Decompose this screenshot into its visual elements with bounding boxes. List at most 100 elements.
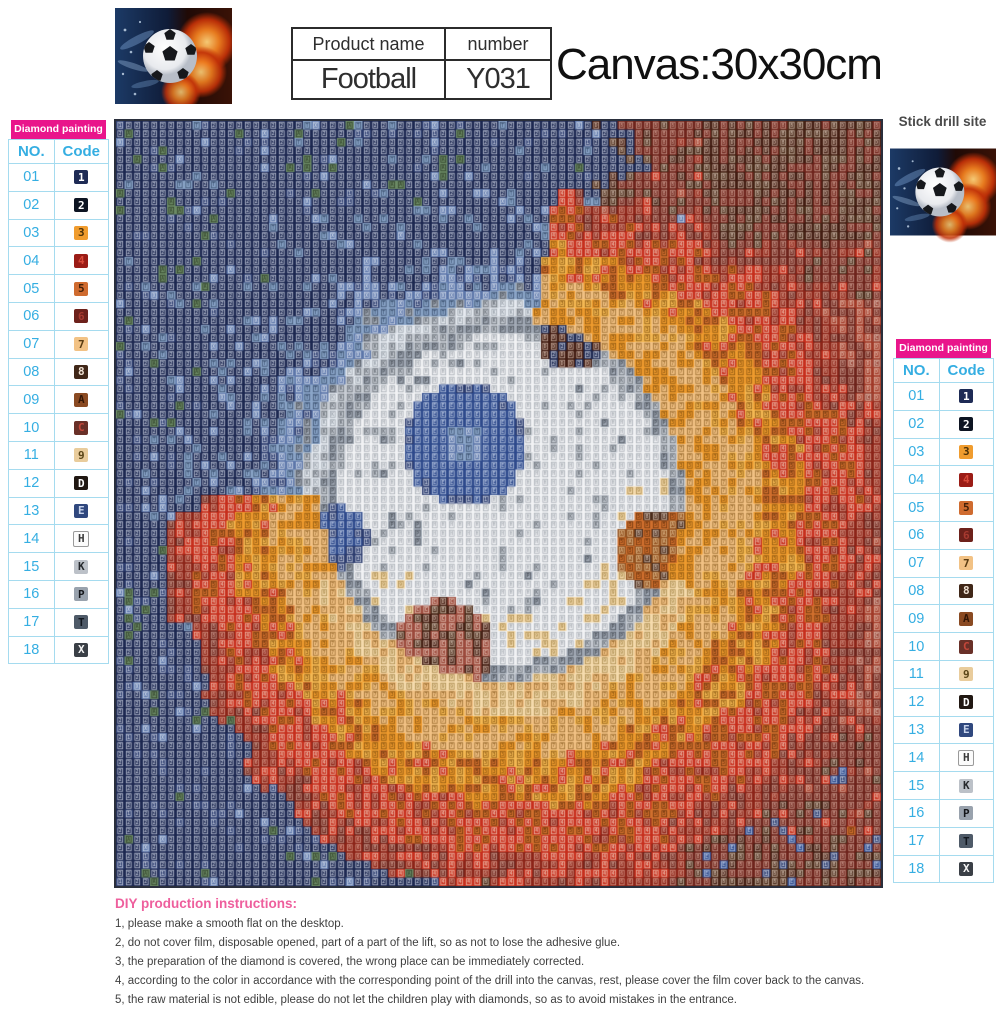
color-code-chip: 8 <box>74 364 89 379</box>
legend-row-code: 9 <box>940 661 993 688</box>
instruction-line: 1, please make a smooth flat on the desk… <box>115 918 344 930</box>
color-legend-right: Diamond painting NO. Code 01 1 02 2 03 3 04 4 05 5 06… <box>893 339 994 884</box>
legend-row-code: 7 <box>55 331 108 358</box>
legend-row-number: 17 <box>9 608 55 636</box>
color-code-chip: 2 <box>959 417 974 432</box>
legend-row: 15 K <box>9 553 108 581</box>
legend-row: 03 3 <box>894 438 993 467</box>
legend-title: Diamond painting <box>11 120 106 139</box>
legend-row-code: P <box>940 800 993 827</box>
legend-row: 05 5 <box>9 275 108 303</box>
legend-row-number: 09 <box>9 386 55 414</box>
legend-row-code: 8 <box>940 578 993 605</box>
legend-row: 15 K <box>894 772 993 800</box>
legend-row-number: 04 <box>894 466 940 494</box>
diy-instructions-title: DIY production instructions: <box>115 896 297 911</box>
legend-row-number: 02 <box>9 191 55 219</box>
legend-row-code: K <box>940 772 993 799</box>
legend-row-code: 6 <box>55 303 108 330</box>
legend-row-number: 09 <box>894 605 940 633</box>
color-legend-left: Diamond painting NO. Code 01 1 02 2 03 3 04 4 05 5 06… <box>8 120 109 665</box>
legend-no-header: NO. <box>894 359 940 382</box>
color-code-chip: 6 <box>959 528 974 543</box>
color-code-chip: 2 <box>74 198 89 213</box>
legend-row-number: 06 <box>894 521 940 549</box>
color-code-chip: 3 <box>959 444 974 459</box>
color-code-chip: 3 <box>74 225 89 240</box>
legend-row-number: 15 <box>9 553 55 580</box>
legend-row: 13 E <box>894 716 993 745</box>
legend-row-code: H <box>55 525 108 552</box>
product-name-value: Football <box>291 59 446 100</box>
legend-row: 04 4 <box>9 247 108 276</box>
legend-row: 14 H <box>894 744 993 773</box>
legend-row-code: 9 <box>55 442 108 469</box>
color-code-chip: H <box>958 749 975 766</box>
diy-instructions: DIY production instructions: 1, please m… <box>115 896 905 1010</box>
legend-row-number: 06 <box>9 302 55 330</box>
legend-row-code: 6 <box>940 522 993 549</box>
legend-row-code: P <box>55 581 108 608</box>
color-code-chip: T <box>959 834 974 849</box>
legend-row-code: A <box>940 605 993 632</box>
legend-row-code: E <box>940 717 993 744</box>
color-code-chip: 9 <box>959 667 974 682</box>
color-code-chip: 8 <box>959 583 974 598</box>
legend-no-header: NO. <box>9 140 55 163</box>
legend-row: 04 4 <box>894 466 993 495</box>
legend-row: 17 T <box>9 608 108 637</box>
legend-row-code: K <box>55 553 108 580</box>
legend-row: 06 6 <box>9 302 108 331</box>
legend-row-code: C <box>55 414 108 441</box>
color-code-chip: C <box>74 420 89 435</box>
legend-row: 18 X <box>894 855 993 884</box>
color-code-chip: H <box>73 530 90 547</box>
instruction-line: 2, do not cover film, disposable opened,… <box>115 937 621 949</box>
legend-header-row: NO. Code <box>9 140 108 164</box>
legend-row: 09 A <box>9 386 108 415</box>
legend-row-code: 2 <box>55 192 108 219</box>
legend-row: 17 T <box>894 827 993 856</box>
legend-row-code: 5 <box>940 494 993 521</box>
color-code-chip: P <box>74 587 89 602</box>
legend-row-number: 15 <box>894 772 940 799</box>
legend-row: 12 D <box>9 469 108 498</box>
legend-row-code: 8 <box>55 359 108 386</box>
product-number-header: number <box>444 27 552 61</box>
legend-row-code: D <box>55 470 108 497</box>
legend-row: 01 1 <box>9 164 108 192</box>
legend-header-row: NO. Code <box>894 359 993 383</box>
legend-row-number: 05 <box>894 494 940 521</box>
color-code-chip: X <box>74 642 89 657</box>
legend-row-number: 07 <box>9 330 55 358</box>
legend-row: 03 3 <box>9 219 108 248</box>
legend-title: Diamond painting <box>896 339 991 358</box>
legend-row-number: 03 <box>894 438 940 466</box>
legend-row-number: 18 <box>9 636 55 664</box>
legend-row: 08 8 <box>894 577 993 606</box>
diy-instructions-list: 1, please make a smooth flat on the desk… <box>115 915 905 1010</box>
legend-row-number: 01 <box>9 164 55 191</box>
legend-row: 07 7 <box>894 549 993 578</box>
legend-row-code: 5 <box>55 275 108 302</box>
instruction-line: 4, according to the color in accordance … <box>115 975 865 987</box>
legend-row: 06 6 <box>894 521 993 550</box>
legend-row: 11 9 <box>9 441 108 470</box>
legend-row-number: 17 <box>894 827 940 855</box>
stick-drill-site-label: Stick drill site <box>898 114 987 129</box>
color-code-chip: 6 <box>74 309 89 324</box>
color-code-chip: 7 <box>74 337 89 352</box>
color-code-chip: 1 <box>959 389 974 404</box>
legend-row: 16 P <box>9 580 108 609</box>
color-code-chip: A <box>959 611 974 626</box>
legend-row-code: 1 <box>940 383 993 410</box>
legend-row: 02 2 <box>894 410 993 439</box>
legend-row-number: 18 <box>894 855 940 883</box>
legend-row-code: 3 <box>55 220 108 247</box>
product-name-header: Product name <box>291 27 446 61</box>
legend-row: 13 E <box>9 497 108 526</box>
diamond-painting-chart <box>114 119 883 888</box>
legend-row-number: 10 <box>9 414 55 441</box>
canvas-size-label: Canvas:30x30cm <box>556 40 883 89</box>
